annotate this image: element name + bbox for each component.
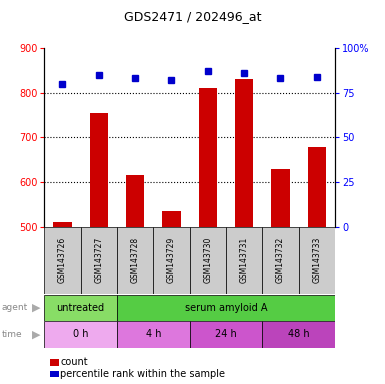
Text: 4 h: 4 h xyxy=(146,329,161,339)
Bar xyxy=(235,79,253,227)
Bar xyxy=(117,295,335,321)
Bar xyxy=(299,227,335,294)
Bar xyxy=(162,211,181,227)
Bar xyxy=(308,147,326,227)
Bar xyxy=(80,227,117,294)
Bar xyxy=(226,227,262,294)
Bar xyxy=(90,113,108,227)
Bar xyxy=(117,321,190,348)
Text: GDS2471 / 202496_at: GDS2471 / 202496_at xyxy=(124,10,261,23)
Bar xyxy=(117,227,153,294)
Bar xyxy=(126,175,144,227)
Text: GSM143732: GSM143732 xyxy=(276,237,285,283)
Bar xyxy=(262,227,299,294)
Text: GSM143726: GSM143726 xyxy=(58,237,67,283)
Text: GSM143730: GSM143730 xyxy=(203,237,212,283)
Text: time: time xyxy=(2,330,23,339)
Text: ▶: ▶ xyxy=(32,303,40,313)
Text: GSM143728: GSM143728 xyxy=(131,237,140,283)
Bar xyxy=(44,227,80,294)
Bar xyxy=(190,227,226,294)
Bar xyxy=(153,227,189,294)
Text: 24 h: 24 h xyxy=(215,329,237,339)
Text: count: count xyxy=(60,358,88,367)
Bar xyxy=(271,169,290,227)
Bar xyxy=(262,321,335,348)
Bar xyxy=(190,321,262,348)
Bar xyxy=(44,295,117,321)
Text: GSM143727: GSM143727 xyxy=(94,237,103,283)
Text: ▶: ▶ xyxy=(32,329,40,339)
Text: GSM143733: GSM143733 xyxy=(312,237,321,283)
Text: agent: agent xyxy=(2,303,28,312)
Text: percentile rank within the sample: percentile rank within the sample xyxy=(60,369,226,379)
Bar xyxy=(54,222,72,227)
Text: 0 h: 0 h xyxy=(73,329,89,339)
Bar xyxy=(44,321,117,348)
Text: serum amyloid A: serum amyloid A xyxy=(185,303,267,313)
Text: GSM143731: GSM143731 xyxy=(239,237,249,283)
Bar xyxy=(199,88,217,227)
Text: untreated: untreated xyxy=(57,303,105,313)
Text: GSM143729: GSM143729 xyxy=(167,237,176,283)
Text: 48 h: 48 h xyxy=(288,329,310,339)
